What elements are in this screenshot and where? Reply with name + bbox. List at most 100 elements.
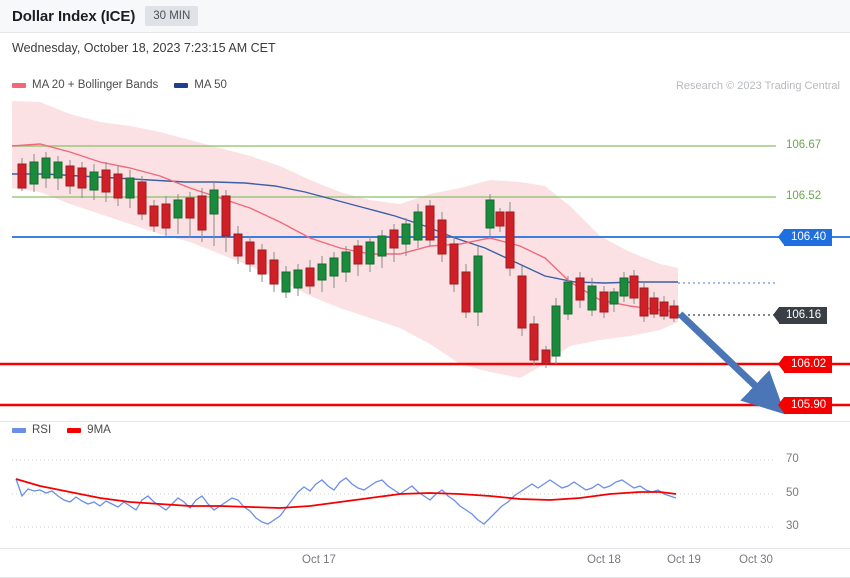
legend-item-rsi[interactable]: RSI: [12, 424, 51, 436]
price-chart-plot: [0, 101, 850, 415]
rsi-label-70: 70: [786, 453, 799, 465]
candle: [29, 154, 39, 192]
candlestick-series: [17, 152, 679, 368]
price-label-10652: 106.52: [786, 190, 822, 202]
page-title: Dollar Index (ICE): [12, 7, 136, 25]
ma50-line: [12, 173, 678, 284]
candle: [649, 292, 659, 318]
candle: [329, 252, 339, 288]
candle: [125, 170, 135, 208]
panel-divider: [0, 421, 850, 422]
legend-label-rsi: RSI: [32, 424, 52, 436]
candle: [101, 162, 111, 202]
candle: [563, 276, 573, 320]
rsi-legend: RSI 9MA: [12, 424, 127, 436]
candle: [517, 266, 527, 336]
xtick-oct17: Oct 17: [302, 554, 336, 566]
candle: [341, 246, 351, 282]
datetime-bar: Wednesday, October 18, 2023 7:23:15 AM C…: [0, 33, 850, 63]
candle: [233, 226, 243, 264]
xtick-oct19: Oct 19: [667, 554, 701, 566]
ma50-swatch-icon: [174, 82, 189, 88]
candle: [41, 152, 51, 188]
price-legend: MA 20 + Bollinger Bands MA 50: [12, 79, 243, 91]
rsi-ma-line: [15, 478, 677, 509]
rsi-swatch-icon: [12, 427, 26, 433]
candle: [161, 196, 171, 236]
candle: [485, 194, 495, 236]
candle: [365, 236, 375, 272]
candle: [659, 296, 669, 320]
candle: [209, 182, 219, 246]
candle: [599, 286, 609, 318]
candle: [619, 272, 629, 302]
candle: [587, 278, 597, 316]
price-badge-10602: 106.02: [777, 356, 833, 373]
candle: [185, 192, 195, 238]
candle: [437, 212, 447, 262]
candle: [89, 164, 99, 200]
price-badge-10640: 106.40: [777, 229, 833, 246]
candle: [293, 264, 303, 296]
candle: [377, 230, 387, 268]
legend-label-ma50: MA 50: [194, 79, 227, 91]
price-badge-10616: 106.16: [772, 307, 828, 324]
credit-text: Research © 2023 Trading Central: [675, 80, 840, 92]
candle: [353, 240, 363, 276]
rsi-gridlines: [12, 459, 776, 528]
candle: [257, 244, 267, 282]
candle: [575, 272, 585, 308]
candle: [541, 346, 551, 368]
candle: [425, 200, 435, 246]
candle: [53, 156, 63, 190]
candle: [269, 252, 279, 292]
rsi-label-30: 30: [786, 520, 799, 532]
candle: [461, 264, 471, 318]
candle: [609, 288, 619, 312]
legend-item-ma20[interactable]: MA 20 + Bollinger Bands: [12, 79, 158, 91]
price-label-10667: 106.67: [786, 139, 822, 151]
candle: [551, 298, 561, 364]
legend-label-9ma: 9MA: [87, 424, 111, 436]
candle: [401, 218, 411, 256]
ma9-swatch-icon: [67, 427, 82, 433]
candle: [317, 256, 327, 292]
legend-label-ma20: MA 20 + Bollinger Bands: [32, 79, 159, 91]
chart-header: Dollar Index (ICE) 30 MIN: [0, 0, 850, 33]
candle: [505, 202, 515, 276]
candle: [413, 204, 423, 248]
rsi-label-50: 50: [786, 487, 799, 499]
forecast-arrow: [677, 311, 786, 415]
ma20-swatch-icon: [12, 82, 26, 88]
rsi-chart-plot: [12, 459, 776, 528]
candle: [389, 224, 399, 262]
candle: [529, 316, 539, 366]
candle: [629, 270, 639, 304]
candle: [305, 260, 315, 294]
candle: [65, 160, 75, 194]
candle: [113, 166, 123, 206]
candle: [495, 208, 505, 232]
x-axis: Oct 17 Oct 18 Oct 19 Oct 30: [0, 548, 850, 578]
candle: [245, 236, 255, 272]
candle: [281, 266, 291, 298]
candle: [473, 246, 483, 326]
candle: [77, 162, 87, 198]
bollinger-band-area: [12, 101, 678, 378]
candle: [173, 194, 183, 234]
candle: [149, 200, 159, 232]
candle: [669, 300, 679, 322]
timeframe-badge[interactable]: 30 MIN: [145, 6, 199, 26]
candle: [449, 236, 459, 292]
legend-item-9ma[interactable]: 9MA: [67, 424, 111, 436]
candle: [639, 282, 649, 322]
legend-item-ma50[interactable]: MA 50: [174, 79, 227, 91]
candle: [17, 158, 27, 191]
candle: [197, 188, 207, 242]
price-badge-10590: 105.90: [777, 397, 833, 414]
datetime-text: Wednesday, October 18, 2023 7:23:15 AM C…: [12, 41, 276, 55]
candle: [221, 190, 231, 252]
rsi-line: [15, 477, 677, 525]
candle: [137, 176, 147, 220]
